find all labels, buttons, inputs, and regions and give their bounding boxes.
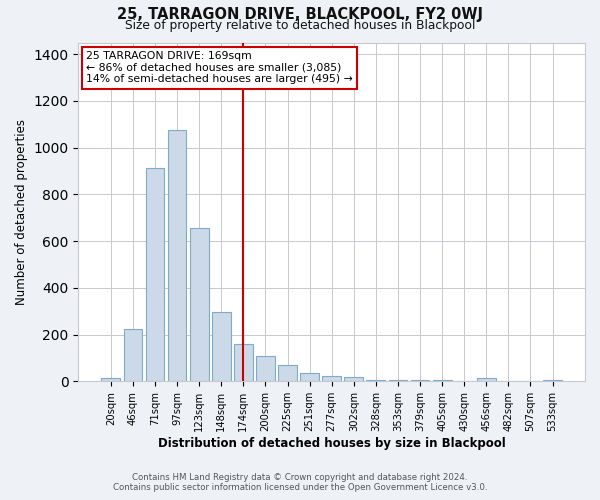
Text: Contains HM Land Registry data © Crown copyright and database right 2024.
Contai: Contains HM Land Registry data © Crown c… — [113, 473, 487, 492]
Bar — [167, 130, 187, 382]
Bar — [543, 380, 562, 382]
Bar — [410, 380, 430, 382]
Text: 25 TARRAGON DRIVE: 169sqm
← 86% of detached houses are smaller (3,085)
14% of se: 25 TARRAGON DRIVE: 169sqm ← 86% of detac… — [86, 51, 353, 84]
Bar — [190, 228, 209, 382]
Bar — [322, 376, 341, 382]
Bar — [367, 380, 385, 382]
Bar — [212, 312, 230, 382]
Bar — [278, 365, 297, 382]
Bar — [234, 344, 253, 382]
Bar — [300, 373, 319, 382]
Bar — [124, 329, 142, 382]
X-axis label: Distribution of detached houses by size in Blackpool: Distribution of detached houses by size … — [158, 437, 506, 450]
Bar — [344, 376, 363, 382]
Text: 25, TARRAGON DRIVE, BLACKPOOL, FY2 0WJ: 25, TARRAGON DRIVE, BLACKPOOL, FY2 0WJ — [117, 8, 483, 22]
Bar — [389, 380, 407, 382]
Bar — [146, 168, 164, 382]
Bar — [101, 378, 120, 382]
Bar — [477, 378, 496, 382]
Bar — [256, 356, 275, 382]
Y-axis label: Number of detached properties: Number of detached properties — [15, 119, 28, 305]
Bar — [433, 380, 452, 382]
Text: Size of property relative to detached houses in Blackpool: Size of property relative to detached ho… — [125, 19, 475, 32]
